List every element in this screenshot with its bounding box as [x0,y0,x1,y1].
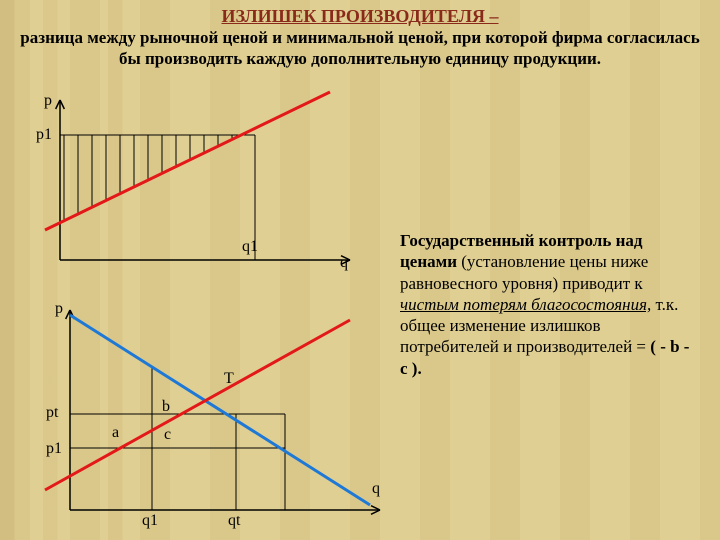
slide-content: ИЗЛИШЕК ПРОИЗВОДИТЕЛЯ – разница между ры… [0,0,720,540]
explanation-underline: чистым потерям благосостояния, [400,295,651,314]
axis-label-p-2: p [55,300,63,318]
point-label-T: T [224,370,234,388]
price-control-chart [0,0,400,540]
axis-label-q-2: q [372,480,380,498]
region-label-a: a [112,424,119,442]
axis-label-pt: pt [46,404,58,422]
region-label-c: c [164,426,171,444]
explanation-text: Государственный контроль над ценами (уст… [400,230,700,379]
axis-label-qt: qt [228,512,240,530]
axis-label-q1-2: q1 [142,512,158,530]
axis-label-p1-2: p1 [46,440,62,458]
region-label-b: b [162,398,170,416]
